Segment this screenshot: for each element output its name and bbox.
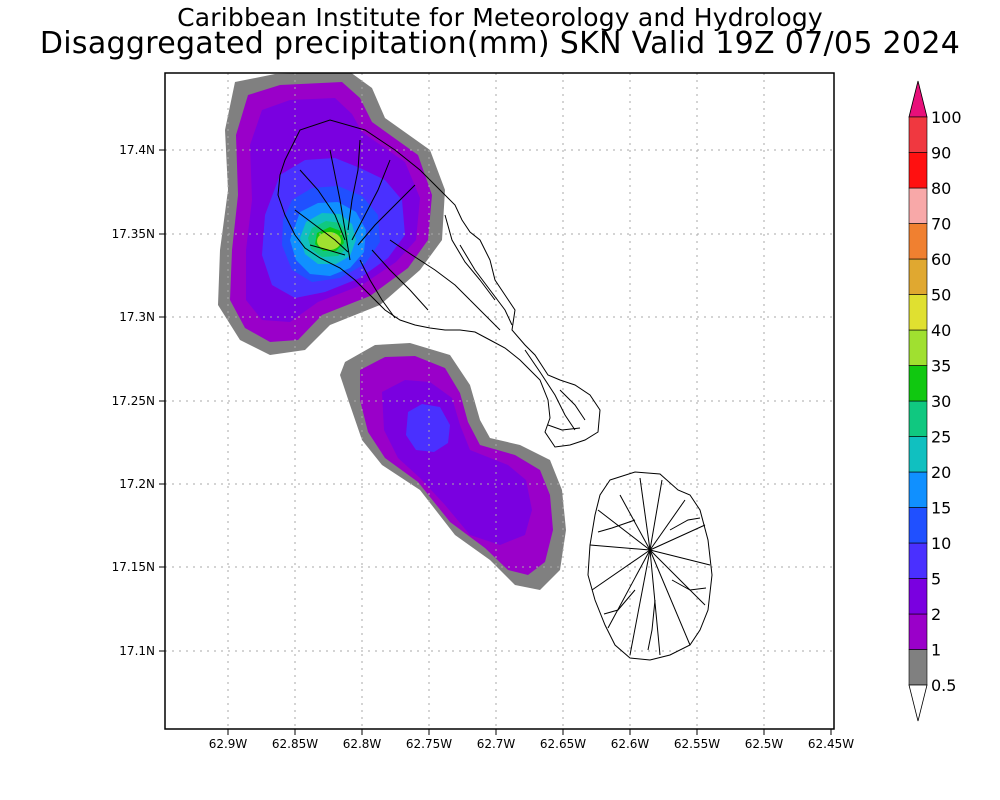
colorbar-bin <box>908 400 928 437</box>
colorbar-label: 20 <box>931 463 951 482</box>
y-tick-label: 17.4N <box>119 143 155 157</box>
colorbar-bin <box>908 613 928 650</box>
x-tick-labels: 62.9W 62.85W 62.8W 62.75W 62.7W 62.65W 6… <box>209 737 855 751</box>
colorbar-bin <box>908 116 928 153</box>
colorbar-bin <box>908 152 928 189</box>
x-tick-label: 62.7W <box>477 737 516 751</box>
y-tick-label: 17.1N <box>119 644 155 658</box>
y-tick-label: 17.25N <box>112 394 155 408</box>
colorbar-label: 2 <box>931 605 941 624</box>
colorbar-bin <box>908 649 928 686</box>
coastlines <box>277 119 713 661</box>
colorbar-label: 15 <box>931 499 951 518</box>
colorbar-label: 70 <box>931 215 951 234</box>
colorbar-bin <box>908 294 928 331</box>
south-island-coast <box>587 471 713 661</box>
colorbar-label: 50 <box>931 286 951 305</box>
colorbar-bin <box>908 329 928 366</box>
colorbar-bin <box>908 507 928 544</box>
colorbar-label: 0.5 <box>931 676 956 695</box>
precip-field <box>218 73 566 590</box>
precip-north-35 <box>317 232 341 250</box>
colorbar-label: 10 <box>931 534 951 553</box>
colorbar-label: 40 <box>931 321 951 340</box>
colorbar-label: 25 <box>931 428 951 447</box>
colorbar-label: 80 <box>931 179 951 198</box>
precip-south-5 <box>406 404 450 452</box>
colorbar-bin <box>908 365 928 402</box>
colorbar-bin <box>908 223 928 260</box>
colorbar-bin <box>908 542 928 579</box>
colorbar-top-arrow <box>908 80 928 118</box>
colorbar-label: 35 <box>931 357 951 376</box>
x-tick-label: 62.45W <box>808 737 854 751</box>
colorbar-bin <box>908 436 928 473</box>
x-tick-label: 62.55W <box>674 737 720 751</box>
colorbar-label: 90 <box>931 144 951 163</box>
colorbar-bottom-arrow <box>908 684 928 722</box>
y-tick-label: 17.3N <box>119 310 155 324</box>
x-tick-label: 62.85W <box>272 737 318 751</box>
x-tick-label: 62.5W <box>745 737 784 751</box>
x-tick-label: 62.9W <box>209 737 248 751</box>
colorbar-label: 100 <box>931 108 962 127</box>
north-island-coast <box>277 119 601 448</box>
y-tick-labels: 17.4N 17.35N 17.3N 17.25N 17.2N 17.15N 1… <box>112 143 155 658</box>
colorbar <box>908 80 928 722</box>
colorbar-label: 5 <box>931 570 941 589</box>
header-title: Caribbean Institute for Meteorology and … <box>177 3 823 32</box>
graticule <box>165 73 834 729</box>
x-tick-label: 62.8W <box>343 737 382 751</box>
colorbar-bin <box>908 187 928 224</box>
y-tick-label: 17.35N <box>112 227 155 241</box>
x-tick-label: 62.65W <box>540 737 586 751</box>
y-tick-label: 17.2N <box>119 477 155 491</box>
colorbar-label: 1 <box>931 641 941 660</box>
colorbar-bin <box>908 578 928 615</box>
tick-marks <box>159 149 832 735</box>
colorbar-label: 30 <box>931 392 951 411</box>
colorbar-bin <box>908 471 928 508</box>
map-title: Disaggregated precipitation(mm) SKN Vali… <box>39 26 961 61</box>
x-tick-label: 62.75W <box>406 737 452 751</box>
x-tick-label: 62.6W <box>611 737 650 751</box>
colorbar-label: 60 <box>931 250 951 269</box>
colorbar-bin <box>908 258 928 295</box>
y-tick-label: 17.15N <box>112 560 155 574</box>
